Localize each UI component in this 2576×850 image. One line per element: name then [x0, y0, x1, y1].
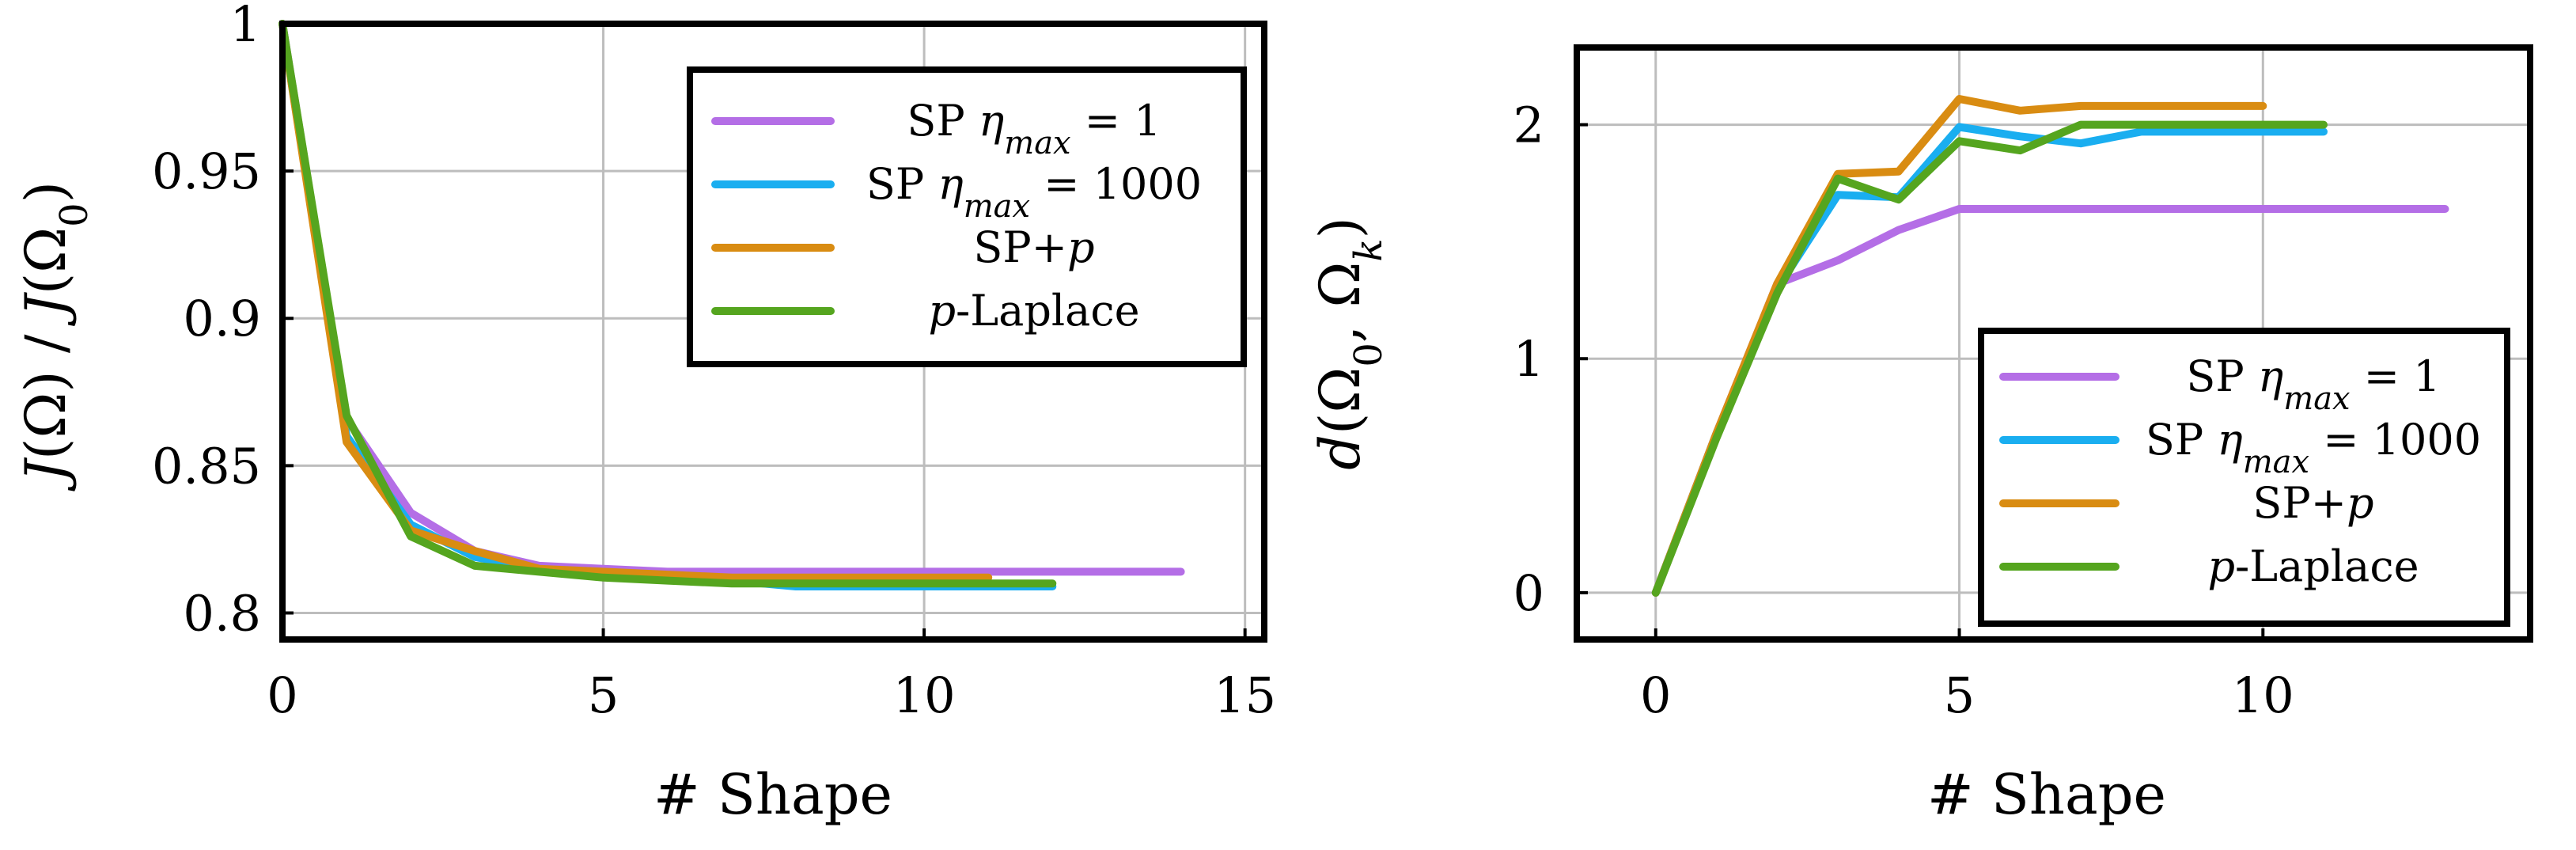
legend-label-p-laplace: p-Laplace [928, 286, 1139, 336]
x-tick-label: 5 [1944, 666, 1975, 724]
x-axis-label: # Shape [1927, 762, 2166, 827]
x-tick-label: 0 [267, 666, 297, 724]
y-tick-label: 0.85 [152, 437, 261, 495]
x-axis-label: # Shape [653, 762, 892, 827]
legend-label-sp-eta1: SP ηmax = 1 [907, 96, 1161, 161]
y-tick-label: 2 [1513, 97, 1544, 154]
x-tick-label: 15 [1214, 666, 1276, 724]
legend-label-sp-eta1000: SP ηmax = 1000 [866, 159, 1202, 225]
y-tick-label: 0.95 [152, 142, 261, 200]
x-tick-label: 5 [588, 666, 619, 724]
series-line-p-laplace [278, 20, 1057, 588]
y-tick-label: 1 [1513, 330, 1544, 388]
legend-label-sp-eta1000: SP ηmax = 1000 [2146, 415, 2481, 480]
legend-label-sp-eta1: SP ηmax = 1 [2186, 351, 2440, 417]
plot-frame [1574, 44, 2533, 643]
y-tick-label: 1 [230, 0, 261, 53]
series-line-sp-eta1 [278, 20, 1185, 576]
legend-label-p-laplace: p-Laplace [2207, 541, 2419, 591]
y-axis-label: d(Ω0, Ωk) [1308, 217, 1391, 470]
plot-frame [279, 21, 1267, 643]
legend-label-sp-p: SP+p [2252, 478, 2373, 528]
x-tick-label: 10 [893, 666, 956, 724]
x-tick-label: 0 [1640, 666, 1671, 724]
y-tick-label: 0 [1513, 564, 1544, 622]
legend-label-sp-p: SP+p [973, 222, 1094, 272]
y-tick-label: 0.8 [183, 584, 261, 642]
right-chart-distance: 0 5 10 0 1 2 # Shape d(Ω0, Ωk) SP ηmax = 1SP ηma… [1308, 44, 2533, 827]
y-tick-label: 0.9 [183, 290, 261, 347]
x-tick-label: 10 [2232, 666, 2294, 724]
left-chart-convergence: 0 5 10 15 0.8 0.85 0.9 0.95 1 # Shape J(Ω) / J(Ω0)… [13, 0, 1276, 827]
y-axis-label: J(Ω) / J(Ω0) [13, 181, 97, 491]
series-line-p-laplace [1651, 120, 2328, 597]
